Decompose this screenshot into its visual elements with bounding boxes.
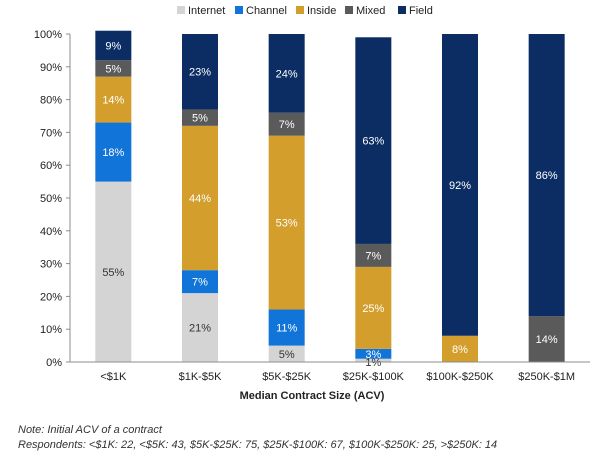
y-tick-label: 30% <box>40 259 62 271</box>
bar-segment-mixed <box>528 316 565 362</box>
y-tick-label: 50% <box>40 193 62 205</box>
data-label: 25% <box>362 303 384 315</box>
legend-swatch-field <box>398 6 406 14</box>
x-tick-label: $1K-$5K <box>179 371 222 383</box>
bar-segment-mixed <box>182 109 218 126</box>
bar-segment-internet <box>95 181 132 362</box>
bar-segment-field <box>182 34 218 110</box>
y-tick-label: 10% <box>40 324 62 336</box>
bar-segment-inside <box>182 125 218 271</box>
legend-label-internet: Internet <box>188 5 225 17</box>
legend-label-inside: Inside <box>307 5 336 17</box>
bar-segment-inside <box>95 76 132 123</box>
y-axis: 0% 10% 20% 30% 40% 50% 60% 70% 80% 90% 100% <box>34 29 71 369</box>
data-label: 24% <box>276 68 298 80</box>
data-label: 5% <box>192 113 208 125</box>
data-label: 23% <box>189 67 211 79</box>
data-label: 3% <box>365 349 381 361</box>
y-tick-label: 40% <box>40 226 62 238</box>
bar-segment-field <box>95 30 132 61</box>
y-tick-label: 90% <box>40 62 62 74</box>
x-axis-title: Median Contract Size (ACV) <box>240 390 385 402</box>
x-tick-label: $100K-$250K <box>426 371 494 383</box>
data-label: 44% <box>189 193 211 205</box>
legend-label-mixed: Mixed <box>356 5 385 17</box>
legend-swatch-mixed <box>345 6 353 14</box>
respondents-text: Respondents: <$1K: 22, <$5K: 43, $5K-$25… <box>18 439 498 451</box>
bar-segment-field <box>268 34 305 113</box>
bar-segment-mixed <box>268 112 305 136</box>
bar-segment-inside <box>355 266 392 349</box>
data-label: 63% <box>362 136 384 148</box>
data-label: 5% <box>105 63 121 75</box>
legend-swatch-internet <box>177 6 185 14</box>
data-label: 7% <box>365 250 381 262</box>
bar-segment-inside <box>268 135 305 310</box>
data-label: 92% <box>449 180 471 192</box>
data-label: 21% <box>189 323 211 335</box>
data-label: 14% <box>536 334 558 346</box>
data-label: 5% <box>279 349 295 361</box>
x-tick-label: <$1K <box>100 371 127 383</box>
bars: 55% 18% 14% 5% 9% 21% 7% 44% 5% 23% 5% 11% 53% 7% 24% 1… <box>95 30 565 369</box>
bar-segment-field <box>355 37 392 244</box>
data-label: 14% <box>102 95 124 107</box>
bar-segment-internet <box>355 358 392 362</box>
legend-swatch-channel <box>235 6 243 14</box>
bar-segment-internet <box>182 293 218 362</box>
data-label: 7% <box>279 119 295 131</box>
y-tick-label: 70% <box>40 127 62 139</box>
x-tick-label: $250K-$1M <box>518 371 575 383</box>
bar-segment-inside <box>442 335 478 362</box>
data-label: 11% <box>276 323 297 335</box>
stacked-bar-chart: Internet Channel Inside Mixed Field 0% 10% 20%… <box>34 5 590 402</box>
y-tick-label: 60% <box>40 160 62 172</box>
y-tick-label: 0% <box>46 357 62 369</box>
data-label: 86% <box>536 170 558 182</box>
data-label: 53% <box>276 218 298 230</box>
legend-label-channel: Channel <box>246 5 287 17</box>
bar-segment-mixed <box>355 243 392 267</box>
data-label: 55% <box>102 267 124 279</box>
bar-segment-channel <box>268 309 305 346</box>
y-tick-label: 20% <box>40 291 62 303</box>
data-label: 18% <box>102 147 124 159</box>
x-axis: <$1K $1K-$5K $5K-$25K $25K-$100K $100K-$250K… <box>70 361 590 383</box>
bar-segment-field <box>442 34 478 336</box>
y-tick-label: 100% <box>34 29 62 41</box>
data-label: 8% <box>452 344 468 356</box>
x-tick-label: $5K-$25K <box>262 371 312 383</box>
bar-segment-channel <box>95 122 132 182</box>
bar-segment-channel <box>182 270 218 294</box>
bar-segment-internet <box>268 345 305 362</box>
legend: Internet Channel Inside Mixed Field <box>177 5 433 17</box>
x-tick-label: $25K-$100K <box>343 371 405 383</box>
data-label: 1% <box>365 357 381 369</box>
bar-segment-field <box>528 34 565 317</box>
data-label: 7% <box>192 277 208 289</box>
legend-label-field: Field <box>409 5 433 17</box>
bar-segment-channel <box>355 348 392 359</box>
bar-segment-mixed <box>95 60 132 77</box>
data-label: 9% <box>105 40 121 52</box>
note-text: Note: Initial ACV of a contract <box>18 424 162 436</box>
y-tick-label: 80% <box>40 95 62 107</box>
legend-swatch-inside <box>296 6 304 14</box>
